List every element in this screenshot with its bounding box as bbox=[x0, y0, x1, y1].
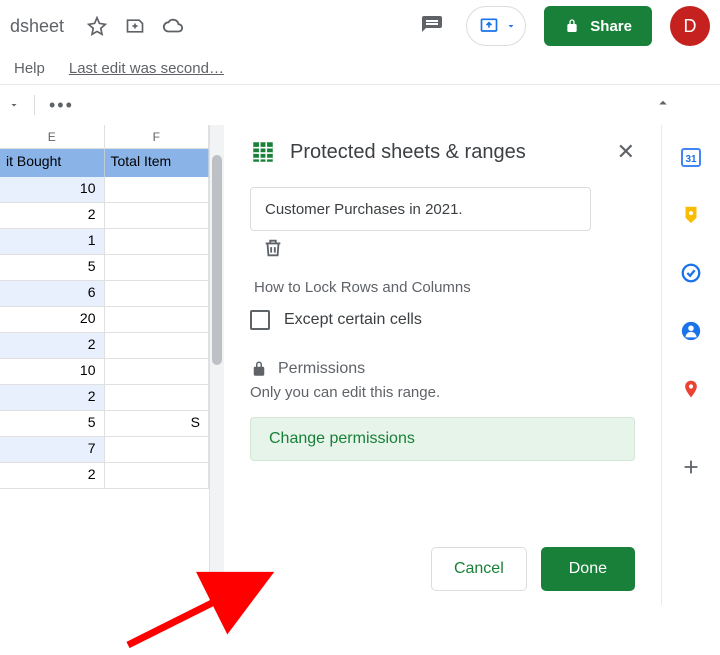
table-row[interactable]: 5S bbox=[0, 411, 209, 437]
column-headers: E F bbox=[0, 125, 209, 149]
protected-ranges-panel: Protected sheets & ranges ✕ How to Lock … bbox=[224, 125, 662, 605]
cell[interactable]: 2 bbox=[0, 333, 105, 358]
toolbar-fragment: ••• bbox=[0, 85, 720, 125]
cell[interactable]: Total Item bbox=[105, 149, 210, 177]
close-icon[interactable]: ✕ bbox=[617, 139, 635, 165]
permissions-subtext: Only you can edit this range. bbox=[250, 384, 635, 401]
cell[interactable]: 20 bbox=[0, 307, 105, 332]
except-cells-checkbox[interactable]: Except certain cells bbox=[250, 310, 635, 330]
chevron-down-icon[interactable] bbox=[8, 99, 20, 111]
tasks-icon[interactable] bbox=[679, 261, 703, 285]
table-row[interactable]: 2 bbox=[0, 333, 209, 359]
cell[interactable] bbox=[105, 177, 210, 202]
cell[interactable] bbox=[105, 281, 210, 306]
cell[interactable]: 7 bbox=[0, 437, 105, 462]
side-rail: 31 bbox=[662, 125, 720, 605]
cell[interactable] bbox=[105, 203, 210, 228]
cell[interactable]: it Bought bbox=[0, 149, 105, 177]
add-icon[interactable] bbox=[679, 455, 703, 479]
divider bbox=[34, 95, 35, 115]
menubar-fragment: Help Last edit was second… bbox=[0, 52, 720, 84]
cell[interactable]: 10 bbox=[0, 359, 105, 384]
except-cells-label: Except certain cells bbox=[284, 311, 422, 329]
spreadsheet-grid[interactable]: E F it Bought Total Item 1021562021025S7… bbox=[0, 125, 210, 605]
lock-icon bbox=[564, 18, 580, 34]
contacts-icon[interactable] bbox=[679, 319, 703, 343]
trash-icon[interactable] bbox=[256, 231, 290, 265]
maps-icon[interactable] bbox=[679, 377, 703, 401]
titlebar: dsheet Share D bbox=[0, 0, 720, 52]
cell[interactable] bbox=[105, 255, 210, 280]
checkbox-icon[interactable] bbox=[250, 310, 270, 330]
cell[interactable] bbox=[105, 463, 210, 488]
cell[interactable] bbox=[105, 359, 210, 384]
chevron-down-icon bbox=[505, 20, 517, 32]
cell[interactable]: 1 bbox=[0, 229, 105, 254]
collapse-icon[interactable] bbox=[654, 94, 672, 117]
cell[interactable] bbox=[105, 437, 210, 462]
scrollbar[interactable] bbox=[210, 125, 224, 605]
table-row[interactable]: 1 bbox=[0, 229, 209, 255]
table-row[interactable]: 2 bbox=[0, 203, 209, 229]
table-row[interactable]: 10 bbox=[0, 177, 209, 203]
cell[interactable]: 10 bbox=[0, 177, 105, 202]
cell[interactable] bbox=[105, 333, 210, 358]
last-edit-link[interactable]: Last edit was second… bbox=[69, 60, 224, 77]
cell[interactable]: S bbox=[105, 411, 210, 436]
cloud-icon[interactable] bbox=[162, 15, 184, 37]
table-row[interactable]: 6 bbox=[0, 281, 209, 307]
calendar-icon[interactable]: 31 bbox=[679, 145, 703, 169]
present-dropdown[interactable] bbox=[466, 6, 526, 46]
sheet-name-text: How to Lock Rows and Columns bbox=[254, 279, 635, 296]
comments-icon[interactable] bbox=[412, 6, 452, 46]
scrollbar-thumb[interactable] bbox=[212, 155, 222, 365]
table-row[interactable]: 5 bbox=[0, 255, 209, 281]
cell[interactable]: 5 bbox=[0, 255, 105, 280]
menu-help[interactable]: Help bbox=[14, 60, 45, 77]
cell[interactable]: 2 bbox=[0, 385, 105, 410]
lock-icon bbox=[250, 360, 268, 378]
change-permissions-button[interactable]: Change permissions bbox=[250, 417, 635, 461]
cell[interactable]: 2 bbox=[0, 203, 105, 228]
cell[interactable] bbox=[105, 385, 210, 410]
table-row[interactable]: 2 bbox=[0, 463, 209, 489]
keep-icon[interactable] bbox=[679, 203, 703, 227]
permissions-heading: Permissions bbox=[250, 360, 635, 378]
svg-text:31: 31 bbox=[685, 154, 697, 165]
document-title-fragment[interactable]: dsheet bbox=[10, 16, 64, 37]
table-row[interactable]: 2 bbox=[0, 385, 209, 411]
range-description-input[interactable] bbox=[250, 187, 591, 231]
table-row[interactable]: 10 bbox=[0, 359, 209, 385]
col-header[interactable]: E bbox=[0, 125, 105, 148]
cell[interactable] bbox=[105, 229, 210, 254]
col-header[interactable]: F bbox=[105, 125, 210, 148]
table-row[interactable]: 7 bbox=[0, 437, 209, 463]
table-row[interactable]: 20 bbox=[0, 307, 209, 333]
header-row[interactable]: it Bought Total Item bbox=[0, 149, 209, 177]
done-button[interactable]: Done bbox=[541, 547, 635, 591]
cell[interactable]: 6 bbox=[0, 281, 105, 306]
more-icon[interactable]: ••• bbox=[49, 95, 74, 116]
cell[interactable]: 2 bbox=[0, 463, 105, 488]
cell[interactable] bbox=[105, 307, 210, 332]
cancel-button[interactable]: Cancel bbox=[431, 547, 527, 591]
cell[interactable]: 5 bbox=[0, 411, 105, 436]
star-icon[interactable] bbox=[86, 15, 108, 37]
panel-title: Protected sheets & ranges bbox=[290, 141, 603, 164]
share-button[interactable]: Share bbox=[544, 6, 652, 46]
sheets-icon bbox=[250, 139, 276, 165]
share-label: Share bbox=[590, 18, 632, 35]
move-icon[interactable] bbox=[124, 15, 146, 37]
account-avatar[interactable]: D bbox=[670, 6, 710, 46]
